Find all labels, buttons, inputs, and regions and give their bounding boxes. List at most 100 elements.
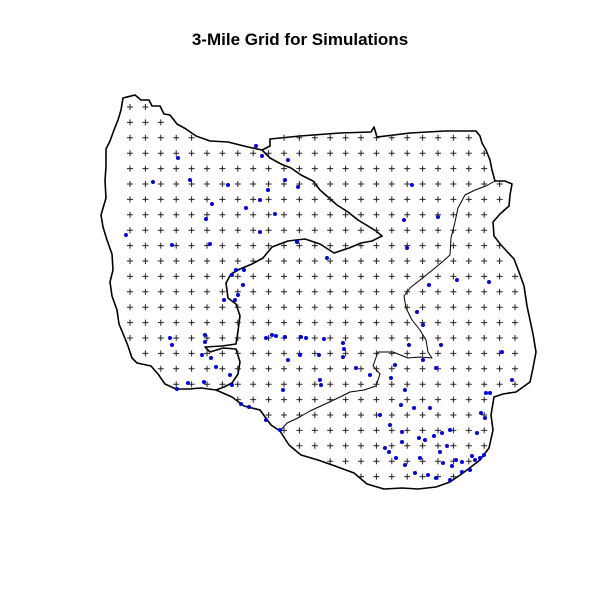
grid-marker xyxy=(373,350,380,357)
grid-marker xyxy=(311,181,318,187)
grid-marker xyxy=(496,319,503,326)
site-point xyxy=(214,365,218,369)
grid-marker xyxy=(204,211,210,218)
grid-marker xyxy=(435,288,441,295)
grid-marker xyxy=(465,273,472,280)
grid-marker xyxy=(157,119,164,126)
grid-marker xyxy=(450,273,457,280)
grid-marker xyxy=(358,211,364,218)
grid-marker xyxy=(373,258,380,264)
site-point xyxy=(436,215,440,219)
grid-marker xyxy=(219,381,226,388)
site-point xyxy=(254,144,258,148)
grid-marker xyxy=(265,258,272,264)
site-point xyxy=(319,383,323,387)
grid-marker xyxy=(373,273,380,280)
site-point xyxy=(170,243,174,247)
site-point xyxy=(325,256,329,260)
grid-marker xyxy=(250,181,257,187)
grid-marker xyxy=(404,304,411,311)
grid-marker xyxy=(219,304,226,311)
grid-marker xyxy=(481,165,488,172)
site-point xyxy=(228,373,232,377)
grid-marker xyxy=(127,119,133,126)
site-point xyxy=(510,378,514,382)
grid-marker xyxy=(373,442,380,449)
grid-marker xyxy=(327,427,334,434)
site-point xyxy=(434,476,438,480)
site-point xyxy=(274,334,278,338)
grid-marker xyxy=(142,134,149,141)
grid-marker xyxy=(127,242,133,249)
grid-marker xyxy=(358,258,364,264)
grid-marker xyxy=(465,258,472,264)
grid-marker xyxy=(142,304,149,311)
grid-marker xyxy=(450,319,457,326)
grid-marker xyxy=(342,242,349,249)
grid-marker xyxy=(512,319,518,326)
site-point xyxy=(186,381,190,385)
grid-marker xyxy=(265,288,272,295)
grid-marker xyxy=(358,150,364,157)
grid-marker xyxy=(496,335,503,341)
site-point xyxy=(230,383,234,387)
grid-marker xyxy=(142,258,149,264)
grid-marker xyxy=(173,211,180,218)
grid-marker xyxy=(481,335,488,341)
grid-marker xyxy=(204,273,210,280)
grid-marker xyxy=(358,181,364,187)
grid-marker xyxy=(127,227,133,234)
site-point xyxy=(412,406,416,410)
grid-marker xyxy=(404,227,411,234)
grid-marker xyxy=(157,181,164,187)
grid-marker xyxy=(296,196,303,203)
grid-marker xyxy=(373,319,380,326)
grid-marker xyxy=(358,365,364,372)
grid-marker xyxy=(234,165,241,172)
grid-marker xyxy=(358,196,364,203)
site-point xyxy=(258,198,262,202)
grid-marker xyxy=(435,227,441,234)
grid-marker xyxy=(296,365,303,372)
grid-marker xyxy=(265,381,272,388)
grid-marker xyxy=(311,442,318,449)
grid-marker xyxy=(481,442,488,449)
grid-layer xyxy=(127,104,518,480)
grid-marker xyxy=(465,242,472,249)
grid-marker xyxy=(234,150,241,157)
grid-marker xyxy=(465,427,472,434)
grid-marker xyxy=(496,258,503,264)
site-point xyxy=(388,423,392,427)
grid-marker xyxy=(404,181,411,187)
grid-marker xyxy=(327,258,334,264)
grid-marker xyxy=(435,258,441,264)
grid-marker xyxy=(419,381,426,388)
site-point xyxy=(354,366,358,370)
grid-marker xyxy=(327,381,334,388)
grid-marker xyxy=(358,412,364,418)
site-point xyxy=(439,343,443,347)
grid-marker xyxy=(188,304,195,311)
grid-marker xyxy=(419,427,426,434)
grid-marker xyxy=(404,442,411,449)
grid-marker xyxy=(373,458,380,465)
region-outline xyxy=(100,94,537,490)
grid-marker xyxy=(173,288,180,295)
site-point xyxy=(415,310,419,314)
grid-marker xyxy=(296,427,303,434)
grid-marker xyxy=(404,350,411,357)
grid-marker xyxy=(419,181,426,187)
grid-marker xyxy=(281,258,287,264)
grid-marker xyxy=(358,319,364,326)
grid-marker xyxy=(281,150,287,157)
grid-marker xyxy=(435,196,441,203)
site-point xyxy=(317,353,321,357)
grid-marker xyxy=(219,196,226,203)
grid-marker xyxy=(388,242,395,249)
grid-marker xyxy=(311,211,318,218)
grid-marker xyxy=(157,335,164,341)
grid-marker xyxy=(204,304,210,311)
site-point xyxy=(400,440,404,444)
grid-marker xyxy=(419,396,426,403)
